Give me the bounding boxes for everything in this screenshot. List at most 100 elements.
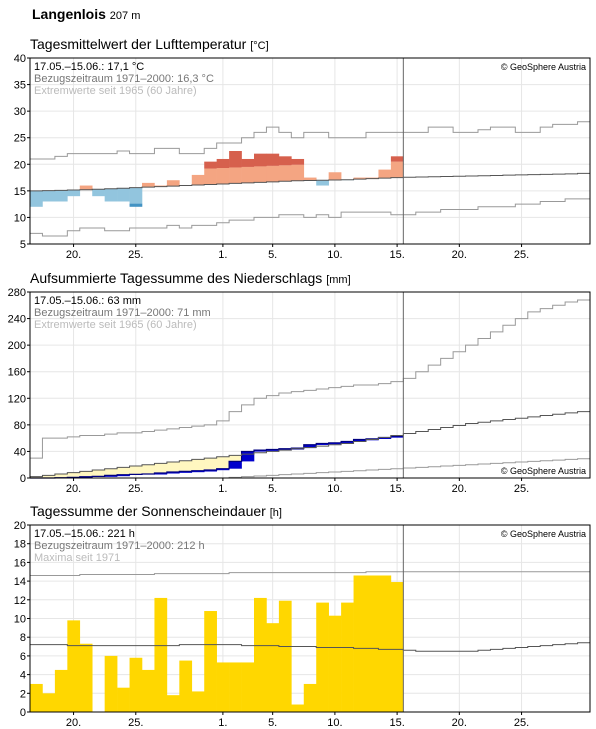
precipitation-y-tick-label: 80	[14, 420, 26, 432]
sunshine-bar	[303, 683, 317, 712]
precipitation-daily-bar	[79, 476, 93, 479]
sunshine-bar	[117, 687, 130, 712]
sunshine-bar	[366, 575, 379, 712]
temperature-y-tick-label: 30	[14, 106, 26, 118]
temperature-bar	[30, 190, 43, 207]
precipitation-cumulative-line	[30, 435, 404, 479]
temperature-bar	[104, 188, 118, 202]
temperature-bar-strong	[291, 158, 305, 165]
temperature-info-line: Bezugszeitraum 1971–2000: 16,3 °C	[34, 73, 214, 85]
sunshine-bar	[67, 620, 81, 712]
sunshine-x-tick-label: 5.	[268, 717, 277, 729]
sunshine-x-tick-label: 15.	[389, 717, 404, 729]
precipitation-y-tick-label: 200	[8, 340, 26, 352]
temperature-bar	[54, 190, 68, 202]
sunshine-y-tick-label: 16	[14, 557, 26, 569]
temperature-bar	[79, 185, 93, 190]
temperature-bar-strong	[229, 151, 242, 168]
temperature-copyright: © GeoSphere Austria	[501, 62, 586, 72]
precipitation-daily-bar	[241, 451, 255, 462]
temperature-bar-strong	[241, 158, 255, 167]
sunshine-unit: [h]	[269, 507, 282, 519]
sunshine-mean-line	[30, 642, 590, 652]
sunshine-bar	[30, 683, 43, 712]
precipitation-max-line	[30, 299, 590, 459]
precipitation-deficit-bar	[79, 471, 93, 477]
precipitation-deficit-bar	[142, 464, 155, 475]
precipitation-info-line: Bezugszeitraum 1971–2000: 71 mm	[34, 307, 211, 319]
sunshine-x-tick-label: 25.	[128, 717, 143, 729]
sunshine-y-tick-label: 12	[14, 595, 26, 607]
sunshine-bar	[142, 669, 155, 712]
precipitation-deficit-bar	[67, 472, 81, 478]
precipitation-daily-bar	[378, 437, 392, 439]
sunshine-y-tick-label: 0	[20, 707, 26, 719]
sunshine-bar	[204, 611, 217, 712]
sunshine-bar	[328, 615, 342, 712]
temperature-x-tick-label: 15.	[389, 249, 404, 261]
sunshine-bar	[154, 597, 168, 712]
temperature-y-tick-label: 5	[20, 239, 26, 251]
temperature-bar	[366, 177, 379, 179]
temperature-bar	[42, 190, 56, 202]
sunshine-info-line: Maxima seit 1971	[34, 552, 120, 564]
precipitation-x-tick-label: 5.	[268, 483, 277, 495]
precipitation-daily-bar	[191, 470, 205, 473]
sunshine-y-tick-label: 18	[14, 539, 26, 551]
sunshine-bar	[166, 695, 180, 712]
temperature-y-tick-label: 15	[14, 186, 26, 198]
temperature-bar	[67, 190, 81, 197]
temperature-y-tick-label: 40	[14, 53, 26, 65]
temperature-x-tick-label: 10.	[327, 249, 342, 261]
temperature-x-tick-label: 20.	[66, 249, 81, 261]
temperature-unit: [°C]	[250, 40, 269, 52]
sunshine-x-tick-label: 1.	[218, 717, 227, 729]
precipitation-deficit-bar	[229, 455, 242, 462]
sunshine-bar	[378, 575, 392, 712]
temperature-title-text: Tagesmittelwert der Lufttemperatur	[30, 36, 247, 52]
temperature-x-tick-label: 1.	[218, 249, 227, 261]
temperature-bar	[278, 165, 292, 182]
sunshine-y-tick-label: 2	[20, 688, 26, 700]
sunshine-bar	[341, 602, 354, 712]
temperature-bar-strong	[204, 161, 217, 169]
precipitation-y-tick-label: 160	[8, 367, 26, 379]
precipitation-deficit-bar	[129, 466, 143, 475]
precipitation-daily-bar	[390, 436, 404, 438]
sunshine-bar	[266, 623, 280, 712]
precipitation-daily-bar	[154, 473, 168, 475]
precipitation-daily-bar	[104, 475, 118, 477]
precipitation-x-tick-label: 25.	[514, 483, 529, 495]
sunshine-max-line	[30, 571, 590, 576]
precipitation-deficit-bar	[54, 474, 68, 478]
temperature-bar	[117, 188, 130, 202]
precipitation-x-tick-label: 1.	[218, 483, 227, 495]
precipitation-mean-line	[30, 411, 590, 478]
precipitation-info-line: 17.05.–15.06.: 63 mm	[34, 295, 141, 307]
sunshine-y-tick-label: 14	[14, 576, 26, 588]
precipitation-deficit-bar	[154, 463, 168, 474]
precipitation-daily-bar	[353, 439, 367, 442]
sunshine-x-tick-label: 20.	[452, 717, 467, 729]
sunshine-title-text: Tagessumme der Sonnenscheindauer	[30, 503, 266, 519]
sunshine-copyright: © GeoSphere Austria	[501, 529, 586, 539]
sunshine-info-line: Bezugszeitraum 1971–2000: 212 h	[34, 540, 205, 552]
precipitation-deficit-bar	[179, 460, 193, 472]
sunshine-bar	[179, 660, 193, 712]
temperature-bar	[216, 168, 230, 184]
temperature-y-tick-label: 25	[14, 133, 26, 145]
precipitation-info-line: Extremwerte seit 1965 (60 Jahre)	[34, 319, 197, 331]
precipitation-copyright: © GeoSphere Austria	[501, 466, 586, 476]
temperature-bar	[241, 166, 255, 183]
temperature-y-tick-label: 10	[14, 212, 26, 224]
temperature-bar-strong	[390, 156, 404, 162]
temperature-bar	[254, 166, 267, 183]
temperature-bar	[166, 180, 180, 187]
precipitation-daily-bar	[341, 441, 354, 443]
sunshine-bar	[42, 693, 56, 712]
temperature-bar-strong	[216, 158, 230, 169]
temperature-y-tick-label: 35	[14, 80, 26, 92]
temperature-x-tick-label: 20.	[452, 249, 467, 261]
sunshine-bar	[316, 602, 329, 712]
